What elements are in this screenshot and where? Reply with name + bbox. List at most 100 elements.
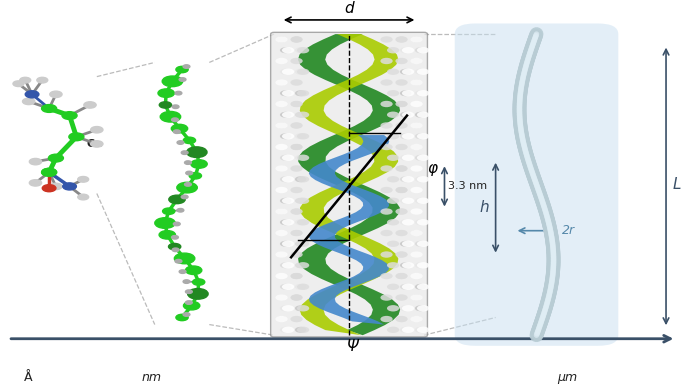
- Circle shape: [291, 187, 302, 193]
- Circle shape: [387, 262, 399, 268]
- Circle shape: [400, 327, 412, 333]
- Circle shape: [417, 47, 429, 54]
- Circle shape: [415, 327, 426, 333]
- Circle shape: [415, 69, 426, 75]
- Circle shape: [159, 231, 175, 239]
- Circle shape: [169, 243, 181, 250]
- Circle shape: [186, 171, 192, 175]
- Circle shape: [290, 79, 303, 86]
- Circle shape: [295, 219, 306, 225]
- Circle shape: [387, 112, 399, 118]
- Circle shape: [280, 155, 291, 161]
- Text: d: d: [345, 2, 354, 17]
- Text: Cα: Cα: [86, 139, 102, 149]
- Circle shape: [380, 79, 393, 86]
- Circle shape: [290, 251, 303, 258]
- Circle shape: [275, 251, 288, 258]
- Circle shape: [396, 209, 408, 214]
- Circle shape: [276, 144, 287, 150]
- Circle shape: [276, 58, 287, 64]
- Circle shape: [410, 316, 423, 322]
- Circle shape: [177, 141, 184, 144]
- Circle shape: [169, 195, 185, 204]
- Circle shape: [280, 262, 291, 268]
- Circle shape: [395, 122, 408, 129]
- Circle shape: [396, 144, 408, 150]
- Circle shape: [282, 262, 295, 268]
- Circle shape: [410, 230, 423, 236]
- Circle shape: [173, 130, 180, 134]
- Circle shape: [172, 248, 179, 251]
- Circle shape: [171, 124, 188, 133]
- Circle shape: [415, 155, 426, 161]
- Circle shape: [297, 326, 309, 333]
- Circle shape: [25, 91, 39, 98]
- Circle shape: [162, 76, 183, 87]
- Circle shape: [189, 172, 201, 179]
- Circle shape: [402, 241, 414, 247]
- Circle shape: [295, 155, 306, 161]
- Circle shape: [402, 198, 414, 204]
- Circle shape: [275, 79, 288, 86]
- Circle shape: [275, 316, 288, 322]
- Circle shape: [290, 230, 303, 236]
- Circle shape: [402, 90, 414, 96]
- Circle shape: [411, 230, 422, 236]
- Circle shape: [395, 295, 408, 301]
- Circle shape: [297, 90, 309, 96]
- Circle shape: [184, 182, 191, 186]
- Circle shape: [184, 301, 200, 310]
- Circle shape: [297, 198, 309, 204]
- Circle shape: [29, 180, 42, 186]
- Circle shape: [396, 295, 408, 301]
- Circle shape: [411, 295, 422, 301]
- Circle shape: [402, 326, 414, 333]
- Circle shape: [380, 101, 393, 107]
- Circle shape: [387, 241, 399, 247]
- Circle shape: [417, 69, 429, 75]
- Circle shape: [186, 290, 192, 293]
- Circle shape: [395, 273, 408, 279]
- Circle shape: [290, 208, 303, 215]
- Circle shape: [402, 112, 414, 118]
- Circle shape: [291, 58, 302, 64]
- Circle shape: [396, 166, 408, 171]
- Circle shape: [410, 187, 423, 193]
- Circle shape: [290, 36, 303, 43]
- Circle shape: [400, 198, 412, 204]
- Circle shape: [410, 58, 423, 64]
- Circle shape: [275, 273, 288, 279]
- Circle shape: [280, 133, 291, 139]
- Circle shape: [280, 219, 291, 225]
- Circle shape: [387, 176, 399, 182]
- Circle shape: [295, 241, 306, 247]
- Circle shape: [175, 253, 195, 264]
- Circle shape: [395, 36, 408, 43]
- Circle shape: [282, 198, 295, 204]
- Circle shape: [191, 160, 207, 168]
- Circle shape: [395, 144, 408, 150]
- Circle shape: [410, 101, 423, 107]
- Circle shape: [275, 122, 288, 129]
- Circle shape: [295, 133, 306, 139]
- Circle shape: [290, 58, 303, 64]
- Circle shape: [380, 230, 393, 236]
- Text: h: h: [479, 200, 489, 215]
- Circle shape: [411, 273, 422, 279]
- Circle shape: [275, 165, 288, 172]
- Circle shape: [380, 295, 393, 301]
- Circle shape: [184, 161, 191, 164]
- Circle shape: [162, 208, 175, 214]
- Circle shape: [410, 165, 423, 172]
- Text: 2r: 2r: [562, 224, 575, 237]
- Circle shape: [411, 187, 422, 193]
- Circle shape: [192, 279, 205, 285]
- Circle shape: [280, 176, 291, 182]
- Circle shape: [400, 284, 412, 290]
- Circle shape: [282, 284, 295, 290]
- Circle shape: [395, 165, 408, 172]
- Circle shape: [23, 98, 35, 105]
- Circle shape: [400, 305, 412, 311]
- Circle shape: [291, 251, 302, 258]
- Circle shape: [410, 251, 423, 258]
